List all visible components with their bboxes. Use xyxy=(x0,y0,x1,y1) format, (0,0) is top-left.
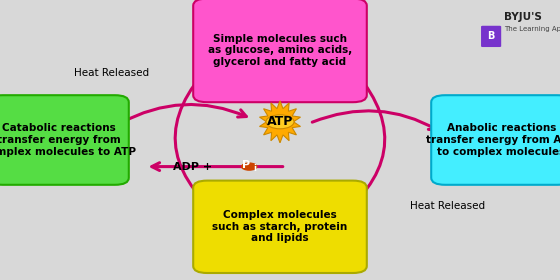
Text: ADP +: ADP + xyxy=(172,162,216,172)
Text: The Learning App: The Learning App xyxy=(504,25,560,32)
Text: Catabolic reactions
transfer energy from
complex molecules to ATP: Catabolic reactions transfer energy from… xyxy=(0,123,136,157)
Circle shape xyxy=(241,162,258,171)
FancyBboxPatch shape xyxy=(431,95,560,185)
Text: Heat Released: Heat Released xyxy=(410,201,486,211)
Text: Simple molecules such
as glucose, amino acids,
glycerol and fatty acid: Simple molecules such as glucose, amino … xyxy=(208,34,352,67)
Text: P: P xyxy=(242,160,250,170)
Text: i: i xyxy=(253,164,256,173)
FancyBboxPatch shape xyxy=(193,181,367,273)
Polygon shape xyxy=(259,101,301,143)
FancyBboxPatch shape xyxy=(0,95,129,185)
FancyBboxPatch shape xyxy=(193,0,367,102)
Text: Anabolic reactions
transfer energy from ATP
to complex molecules: Anabolic reactions transfer energy from … xyxy=(427,123,560,157)
Text: B: B xyxy=(487,31,495,41)
FancyBboxPatch shape xyxy=(481,26,501,47)
Text: ATP: ATP xyxy=(267,115,293,128)
Text: Heat Released: Heat Released xyxy=(74,68,150,78)
Circle shape xyxy=(266,115,294,129)
Text: Complex molecules
such as starch, protein
and lipids: Complex molecules such as starch, protei… xyxy=(212,210,348,243)
Text: BYJU'S: BYJU'S xyxy=(504,12,542,22)
